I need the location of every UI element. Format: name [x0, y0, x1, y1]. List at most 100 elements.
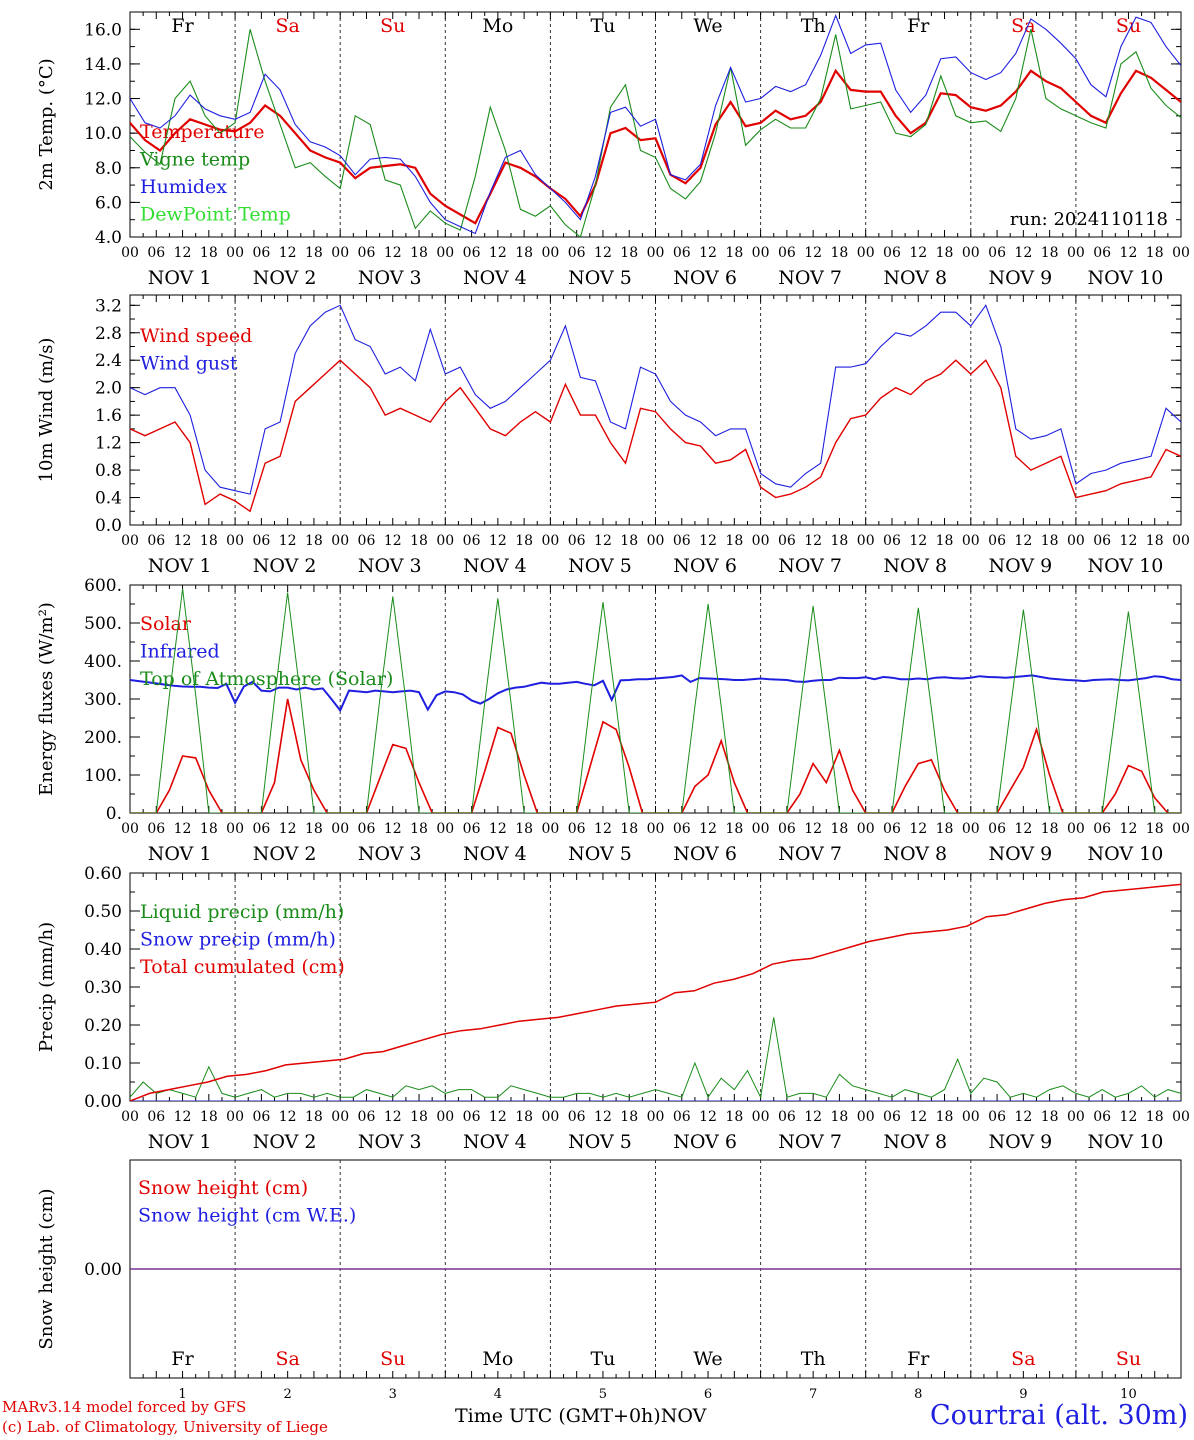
date-label: NOV 8 — [883, 555, 947, 577]
hour-label: 00 — [541, 1109, 559, 1125]
hour-label: 06 — [1093, 821, 1111, 837]
hour-label: 06 — [463, 1109, 481, 1125]
series-line-total-cumulated-cm- — [130, 883, 1181, 1101]
y-tick-label: 14.0 — [84, 55, 122, 75]
y-tick-label: 500. — [84, 614, 122, 634]
hour-label: 18 — [1041, 821, 1059, 837]
hour-label: 18 — [831, 821, 849, 837]
hour-label: 18 — [410, 821, 428, 837]
hour-label: 00 — [1172, 533, 1190, 549]
hour-label: 06 — [673, 245, 691, 261]
y-tick-label: 0.00 — [84, 1092, 122, 1112]
legend-label: Temperature — [140, 121, 264, 143]
y-tick-label: 0.0 — [95, 516, 122, 536]
date-label: NOV 1 — [148, 843, 212, 865]
model-credit: MARv3.14 model forced by GFS — [2, 1398, 247, 1416]
hour-label: 18 — [515, 533, 533, 549]
day-name-label: Sa — [275, 15, 299, 37]
hour-label: 00 — [121, 245, 139, 261]
date-label: NOV 9 — [988, 843, 1052, 865]
hour-label: 06 — [778, 245, 796, 261]
hour-label: 06 — [463, 533, 481, 549]
date-label: NOV 2 — [253, 267, 317, 289]
legend-label: Humidex — [140, 176, 227, 198]
y-tick-label: 0. — [106, 804, 122, 824]
hour-label: 12 — [594, 533, 612, 549]
legend-label: Snow height (cm W.E.) — [138, 1205, 356, 1227]
y-tick-label: 0.40 — [84, 940, 122, 960]
y-tick-label: 2.8 — [95, 324, 122, 344]
hour-label: 06 — [988, 1109, 1006, 1125]
hour-label: 06 — [358, 821, 376, 837]
legend-label: Wind gust — [140, 353, 238, 375]
date-label: NOV 9 — [988, 555, 1052, 577]
hour-label: 00 — [331, 245, 349, 261]
y-tick-label: 16.0 — [84, 20, 122, 40]
run-label: run: 2024110118 — [1010, 209, 1168, 230]
hour-label: 18 — [936, 821, 954, 837]
hour-label: 12 — [489, 1109, 507, 1125]
legend-label: DewPoint Temp — [140, 204, 291, 226]
day-number-label: 5 — [599, 1387, 607, 1402]
date-label: NOV 8 — [883, 843, 947, 865]
date-label: NOV 4 — [463, 267, 527, 289]
hour-label: 06 — [252, 533, 270, 549]
hour-label: 18 — [725, 1109, 743, 1125]
hour-label: 00 — [857, 245, 875, 261]
date-label: NOV 9 — [988, 1131, 1052, 1153]
hour-label: 18 — [410, 1109, 428, 1125]
hour-label: 00 — [121, 1109, 139, 1125]
day-name-label: Tu — [590, 1348, 615, 1370]
date-label: NOV 7 — [778, 843, 842, 865]
day-number-label: 8 — [914, 1387, 922, 1402]
hour-label: 00 — [857, 821, 875, 837]
hour-label: 12 — [804, 533, 822, 549]
hour-label: 18 — [410, 533, 428, 549]
y-tick-label: 12.0 — [84, 90, 122, 110]
hour-label: 00 — [752, 821, 770, 837]
hour-label: 00 — [1172, 245, 1190, 261]
hour-label: 06 — [883, 533, 901, 549]
date-label: NOV 10 — [1088, 843, 1164, 865]
time-axis-title: Time UTC (GMT+0h) — [455, 1405, 661, 1427]
day-number-label: 10 — [1120, 1387, 1137, 1402]
hour-label: 12 — [804, 1109, 822, 1125]
series-line-vigne-temp — [130, 29, 1181, 237]
hour-label: 18 — [936, 245, 954, 261]
y-axis-label: Snow height (cm) — [36, 1188, 57, 1349]
day-name-label: Th — [801, 15, 826, 37]
y-tick-label: 0.10 — [84, 1054, 122, 1074]
hour-label: 18 — [515, 245, 533, 261]
date-label: NOV 10 — [1088, 267, 1164, 289]
y-tick-label: 0.8 — [95, 461, 122, 481]
date-label: NOV 1 — [148, 555, 212, 577]
y-tick-label: 100. — [84, 766, 122, 786]
hour-label: 06 — [568, 245, 586, 261]
station-label: Courtrai (alt. 30m) — [929, 1400, 1188, 1431]
hour-label: 18 — [200, 533, 218, 549]
day-number-label: 4 — [494, 1387, 502, 1402]
hour-label: 06 — [463, 245, 481, 261]
day-name-label: Mo — [482, 1348, 513, 1370]
hour-label: 00 — [1172, 821, 1190, 837]
hour-label: 12 — [174, 533, 192, 549]
hour-label: 12 — [909, 821, 927, 837]
hour-label: 12 — [1014, 1109, 1032, 1125]
y-tick-label: 0.60 — [84, 864, 122, 884]
y-tick-label: 2.4 — [95, 351, 122, 371]
hour-label: 18 — [305, 1109, 323, 1125]
hour-label: 18 — [515, 1109, 533, 1125]
y-axis-label: 10m Wind (m/s) — [36, 338, 57, 483]
legend-label: Total cumulated (cm) — [140, 956, 345, 978]
hour-label: 12 — [174, 1109, 192, 1125]
date-label: NOV 1 — [148, 1131, 212, 1153]
y-tick-label: 1.2 — [95, 434, 122, 454]
hour-label: 12 — [594, 1109, 612, 1125]
day-name-label: Sa — [1011, 15, 1035, 37]
hour-label: 12 — [174, 245, 192, 261]
day-name-label: Fr — [171, 1348, 194, 1370]
hour-label: 00 — [436, 821, 454, 837]
y-tick-label: 10.0 — [84, 124, 122, 144]
hour-label: 00 — [436, 245, 454, 261]
hour-label: 00 — [647, 245, 665, 261]
